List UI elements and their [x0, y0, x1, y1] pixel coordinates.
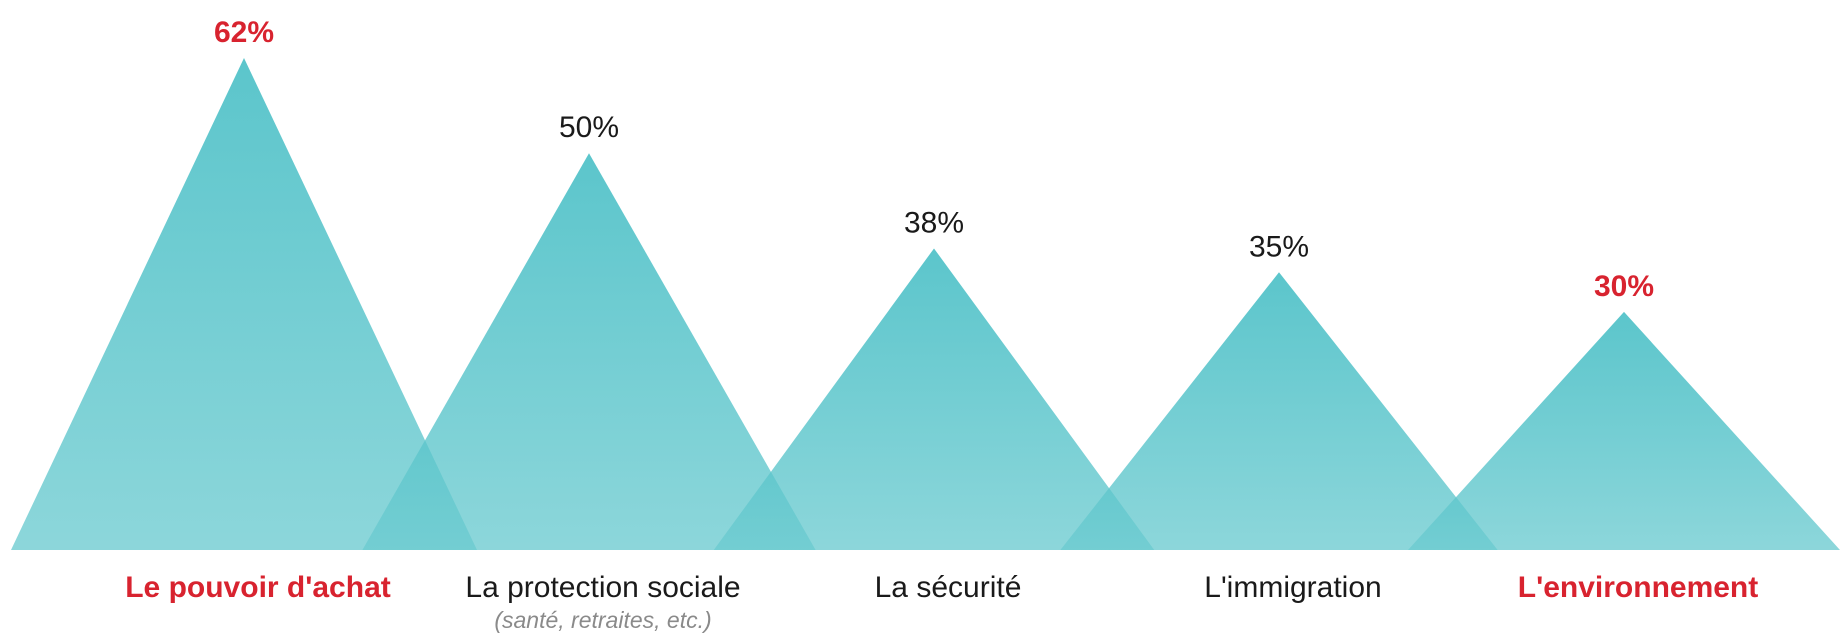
value-label-l-environnement: 30%: [1594, 270, 1654, 303]
value-label-la-securite: 38%: [904, 206, 964, 239]
triangle-la-protection-sociale: [362, 153, 816, 550]
category-label-le-pouvoir-d-achat: Le pouvoir d'achat: [125, 571, 391, 604]
category-label-l-environnement: L'environnement: [1518, 571, 1759, 604]
value-labels-layer: 62% 50% 38% 35% 30%: [214, 16, 1654, 303]
category-label-l-immigration: L'immigration: [1204, 571, 1381, 604]
triangle-le-pouvoir-d-achat: [11, 58, 477, 550]
value-label-le-pouvoir-d-achat: 62%: [214, 16, 274, 49]
triangles-layer: [11, 58, 1840, 551]
value-label-l-immigration: 35%: [1249, 230, 1309, 263]
category-labels-layer: Le pouvoir d'achat La protection sociale (…: [125, 571, 1758, 633]
category-note-la-protection-sociale: (santé, retraites, etc.): [494, 607, 711, 633]
category-label-la-protection-sociale: La protection sociale: [465, 571, 740, 604]
category-label-la-securite: La sécurité: [875, 571, 1022, 604]
triangle-l-environnement: [1408, 311, 1840, 550]
triangle-l-immigration: [1060, 272, 1498, 550]
triangle-la-securite: [713, 248, 1155, 551]
value-label-la-protection-sociale: 50%: [559, 111, 619, 144]
